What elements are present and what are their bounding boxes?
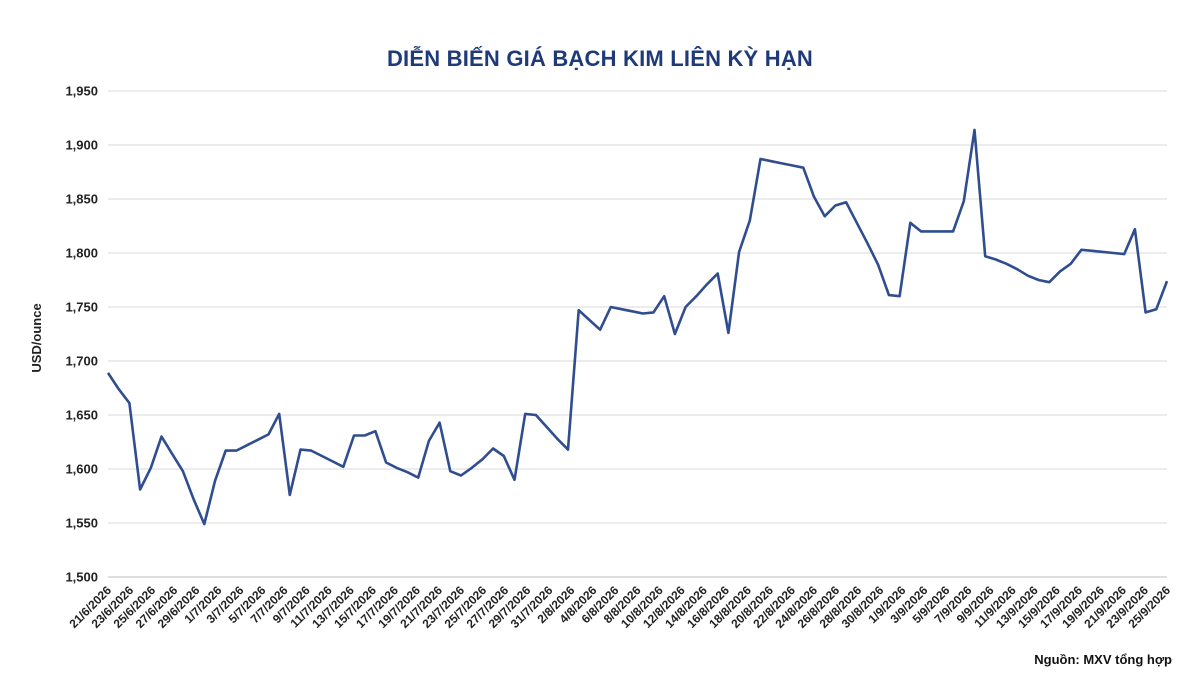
series-line [106, 128, 1169, 526]
y-tick-label: 1,700 [65, 354, 98, 369]
y-tick-label: 1,750 [65, 300, 98, 315]
series-layer [106, 128, 1169, 526]
y-tick-label: 1,850 [65, 192, 98, 207]
source-note: Nguồn: MXV tổng hợp [1034, 652, 1172, 667]
y-tick-label: 1,500 [65, 570, 98, 585]
y-tick-label: 1,800 [65, 246, 98, 261]
x-axis-ticks: 21/6/202623/6/202625/6/202627/6/202629/6… [66, 583, 1173, 631]
y-tick-label: 1,550 [65, 516, 98, 531]
gridlines [108, 90, 1167, 578]
chart-title: DIỄN BIẾN GIÁ BẠCH KIM LIÊN KỲ HẠN [386, 46, 814, 71]
y-tick-label: 1,600 [65, 462, 98, 477]
y-tick-label: 1,950 [65, 84, 98, 99]
y-axis-label: USD/ounce [29, 303, 44, 372]
y-tick-label: 1,900 [65, 138, 98, 153]
y-tick-label: 1,650 [65, 408, 98, 423]
y-axis-ticks: 1,500 1,550 1,600 1,650 1,700 1,750 1,800 1,850… [65, 84, 98, 585]
